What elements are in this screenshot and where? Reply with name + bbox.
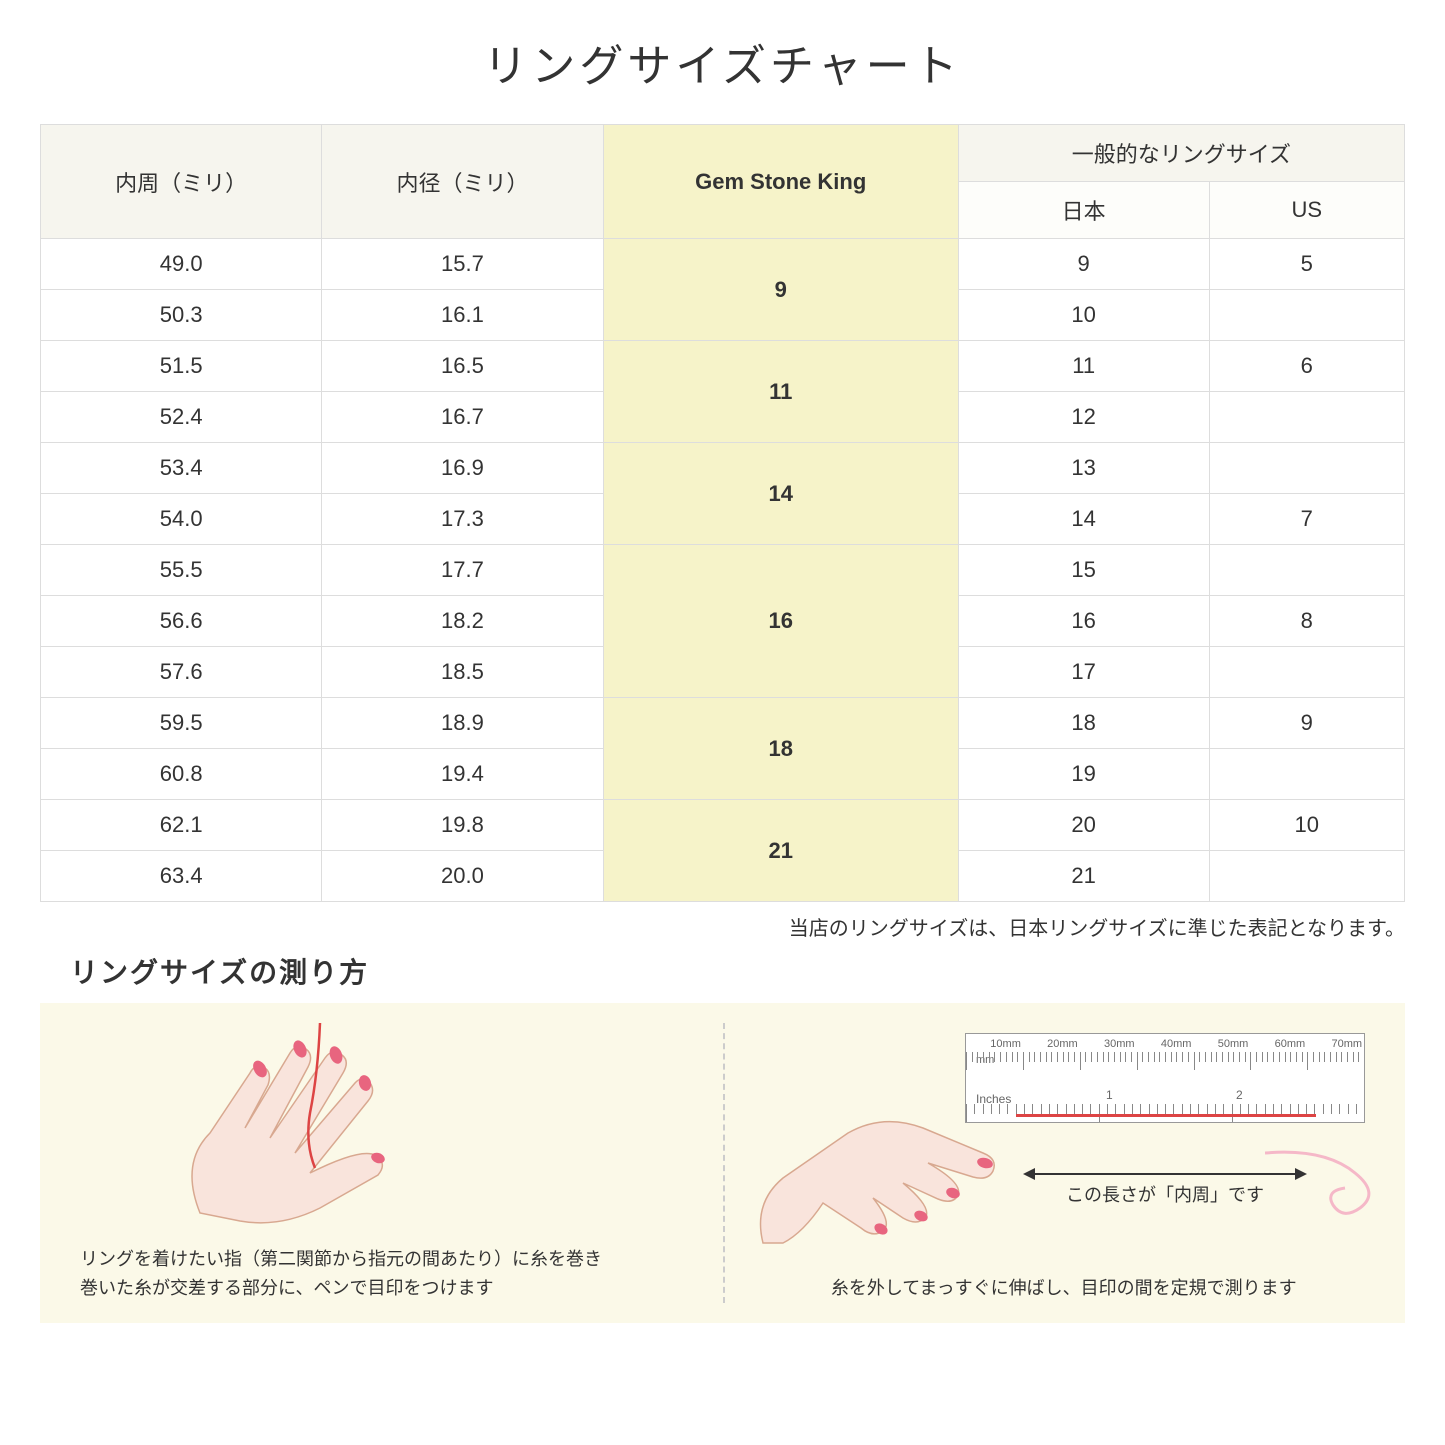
ruler-in-1: 1	[1106, 1088, 1113, 1102]
table-row: 62.119.8212010	[41, 800, 1405, 851]
cell-circumference: 56.6	[41, 596, 322, 647]
cell-circumference: 63.4	[41, 851, 322, 902]
cell-us	[1209, 647, 1404, 698]
cell-gsk: 21	[603, 800, 958, 902]
cell-japan: 17	[958, 647, 1209, 698]
cell-circumference: 57.6	[41, 647, 322, 698]
cell-japan: 21	[958, 851, 1209, 902]
table-row: 55.517.71615	[41, 545, 1405, 596]
cell-us	[1209, 851, 1404, 902]
cell-diameter: 18.5	[322, 647, 603, 698]
table-row: 59.518.918189	[41, 698, 1405, 749]
cell-diameter: 15.7	[322, 239, 603, 290]
cell-us	[1209, 392, 1404, 443]
col-diameter: 内径（ミリ）	[322, 125, 603, 239]
cell-diameter: 17.3	[322, 494, 603, 545]
table-row: 49.015.7995	[41, 239, 1405, 290]
howto-left: リングを着けたい指（第二関節から指元の間あたり）に糸を巻き巻いた糸が交差する部分…	[40, 1003, 723, 1323]
cell-us	[1209, 749, 1404, 800]
cell-japan: 11	[958, 341, 1209, 392]
cell-japan: 18	[958, 698, 1209, 749]
cell-gsk: 16	[603, 545, 958, 698]
cell-japan: 19	[958, 749, 1209, 800]
cell-diameter: 19.4	[322, 749, 603, 800]
cell-circumference: 55.5	[41, 545, 322, 596]
cell-us	[1209, 290, 1404, 341]
table-row: 51.516.511116	[41, 341, 1405, 392]
cell-us: 6	[1209, 341, 1404, 392]
cell-circumference: 49.0	[41, 239, 322, 290]
howto-right: 10mm20mm30mm40mm50mm60mm70mm mm Inches 1…	[723, 1003, 1406, 1323]
cell-us	[1209, 443, 1404, 494]
page-title: リングサイズチャート	[40, 30, 1405, 94]
cell-circumference: 53.4	[41, 443, 322, 494]
cell-circumference: 59.5	[41, 698, 322, 749]
cell-japan: 16	[958, 596, 1209, 647]
cell-diameter: 17.7	[322, 545, 603, 596]
ruler: 10mm20mm30mm40mm50mm60mm70mm mm Inches 1…	[965, 1033, 1365, 1123]
col-gsk: Gem Stone King	[603, 125, 958, 239]
cell-circumference: 52.4	[41, 392, 322, 443]
ruler-thread	[1016, 1114, 1316, 1117]
cell-diameter: 16.9	[322, 443, 603, 494]
cell-us	[1209, 545, 1404, 596]
cell-diameter: 18.2	[322, 596, 603, 647]
howto-panel: リングを着けたい指（第二関節から指元の間あたり）に糸を巻き巻いた糸が交差する部分…	[40, 1003, 1405, 1323]
cell-diameter: 19.8	[322, 800, 603, 851]
howto-title: リングサイズの測り方	[70, 951, 1405, 991]
cell-japan: 12	[958, 392, 1209, 443]
cell-gsk: 9	[603, 239, 958, 341]
cell-us: 5	[1209, 239, 1404, 290]
cell-japan: 13	[958, 443, 1209, 494]
cell-japan: 15	[958, 545, 1209, 596]
howto-right-caption: 糸を外してまっすぐに伸ばし、目印の間を定規で測ります	[763, 1274, 1366, 1303]
cell-gsk: 14	[603, 443, 958, 545]
col-circumference: 内周（ミリ）	[41, 125, 322, 239]
col-us: US	[1209, 182, 1404, 239]
cell-diameter: 16.1	[322, 290, 603, 341]
cell-us: 8	[1209, 596, 1404, 647]
cell-circumference: 60.8	[41, 749, 322, 800]
cell-diameter: 16.7	[322, 392, 603, 443]
ruler-mm-labels: 10mm20mm30mm40mm50mm60mm70mm	[966, 1038, 1364, 1050]
ruler-wrap: 10mm20mm30mm40mm50mm60mm70mm mm Inches 1…	[965, 1033, 1365, 1207]
table-body: 49.015.799550.316.11051.516.51111652.416…	[41, 239, 1405, 902]
cell-us: 10	[1209, 800, 1404, 851]
howto-left-caption: リングを着けたい指（第二関節から指元の間あたり）に糸を巻き巻いた糸が交差する部分…	[80, 1245, 683, 1303]
cell-japan: 10	[958, 290, 1209, 341]
cell-diameter: 18.9	[322, 698, 603, 749]
ruler-in-2: 2	[1236, 1088, 1243, 1102]
cell-japan: 14	[958, 494, 1209, 545]
cell-us: 7	[1209, 494, 1404, 545]
cell-diameter: 20.0	[322, 851, 603, 902]
cell-japan: 20	[958, 800, 1209, 851]
col-general: 一般的なリングサイズ	[958, 125, 1404, 182]
cell-gsk: 18	[603, 698, 958, 800]
cell-circumference: 62.1	[41, 800, 322, 851]
cell-circumference: 50.3	[41, 290, 322, 341]
cell-gsk: 11	[603, 341, 958, 443]
cell-diameter: 16.5	[322, 341, 603, 392]
ruler-ticks-bottom	[966, 1104, 1364, 1122]
cell-japan: 9	[958, 239, 1209, 290]
size-chart-table: 内周（ミリ） 内径（ミリ） Gem Stone King 一般的なリングサイズ …	[40, 124, 1405, 902]
ruler-ticks-top	[966, 1052, 1364, 1070]
cell-circumference: 54.0	[41, 494, 322, 545]
table-row: 53.416.91413	[41, 443, 1405, 494]
hand-left-illustration	[160, 1013, 480, 1233]
col-japan: 日本	[958, 182, 1209, 239]
thread-curl	[1265, 1143, 1385, 1223]
note-text: 当店のリングサイズは、日本リングサイズに準じた表記となります。	[40, 912, 1405, 941]
cell-circumference: 51.5	[41, 341, 322, 392]
cell-us: 9	[1209, 698, 1404, 749]
